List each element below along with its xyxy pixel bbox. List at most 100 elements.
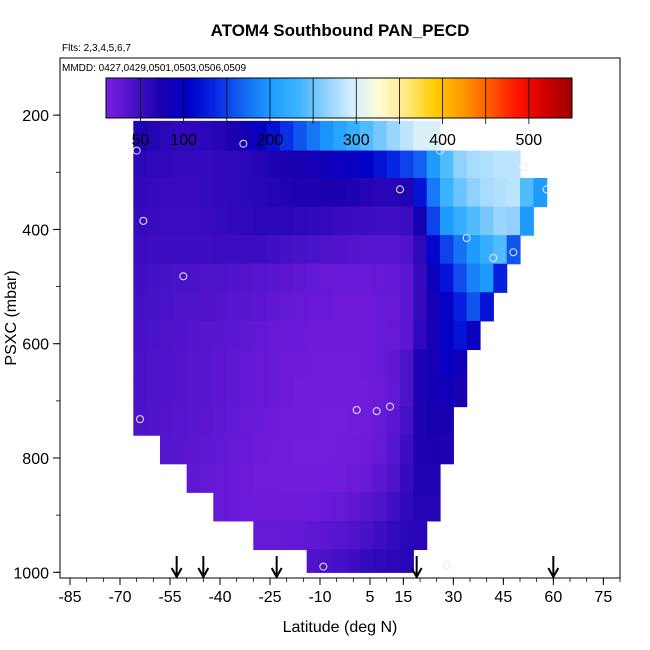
curtain-cell: [320, 492, 334, 522]
colorbar-segment: [486, 78, 490, 118]
curtain-cell: [413, 206, 428, 236]
colorbar-segment: [410, 78, 414, 118]
curtain-cell: [213, 349, 228, 379]
x-tick-label: -70: [108, 589, 131, 606]
colorbar-segment: [253, 78, 257, 118]
curtain-cell: [320, 378, 334, 408]
curtain-cell: [293, 406, 308, 436]
curtain-cell: [173, 435, 188, 465]
colorbar-segment: [251, 78, 255, 118]
curtain-cell: [506, 150, 521, 179]
curtain-cell: [200, 406, 214, 436]
curtain-cell: [400, 120, 414, 152]
curtain-cell: [320, 150, 334, 179]
colorbar-segment: [160, 78, 163, 118]
colorbar-segment: [309, 78, 313, 118]
colorbar-segment: [570, 78, 573, 118]
colorbar-segment: [358, 78, 361, 118]
curtain-cell: [453, 292, 468, 322]
curtain-cell: [160, 435, 174, 465]
curtain-cell: [200, 178, 214, 208]
colorbar-segment: [218, 78, 222, 118]
colorbar-segment: [241, 78, 245, 118]
colorbar-segment: [319, 78, 323, 118]
curtain-cell: [360, 178, 374, 208]
curtain-cell: [306, 206, 321, 236]
sample-point: [542, 185, 551, 194]
curtain-cell: [213, 320, 228, 351]
x-tick-label: 15: [394, 589, 412, 606]
curtain-cell: [360, 435, 374, 465]
curtain-cell: [413, 378, 428, 408]
colorbar-segment: [405, 78, 408, 118]
curtain-cell: [426, 463, 441, 493]
colorbar-segment: [488, 78, 491, 118]
curtain-cell: [146, 292, 161, 322]
colorbar-segment: [438, 78, 441, 118]
curtain-cell: [413, 120, 428, 152]
curtain-cell: [453, 378, 468, 408]
colorbar-segment: [305, 78, 309, 118]
curtain-cell: [133, 178, 148, 208]
colorbar-segment: [208, 78, 212, 118]
curtain-cell: [333, 406, 348, 436]
curtain-cell: [333, 492, 348, 522]
curtain-cell: [240, 206, 254, 236]
curtain-cell: [293, 435, 308, 465]
colorbar-segment: [216, 78, 220, 118]
down-arrow-icon: [410, 556, 423, 580]
colorbar-segment: [459, 78, 462, 118]
colorbar-segment: [531, 78, 534, 118]
curtain-cell: [160, 349, 174, 379]
curtain-cell: [306, 235, 321, 265]
colorbar-segment: [276, 78, 280, 118]
curtain-cell: [186, 263, 201, 293]
curtain-cell: [320, 292, 334, 322]
colorbar-segment: [461, 78, 464, 118]
curtain-cell: [333, 206, 348, 236]
curtain-cell: [386, 320, 401, 351]
colorbar-segment: [292, 78, 295, 118]
colorbar-segment: [403, 78, 406, 118]
colorbar-segment: [263, 78, 266, 118]
curtain-cell: [373, 378, 388, 408]
curtain-cell: [373, 235, 388, 265]
colorbar-segment: [156, 78, 159, 118]
curtain-cell: [373, 463, 388, 493]
curtain-cell: [200, 235, 214, 265]
curtain-cell: [186, 435, 201, 465]
curtain-cell: [373, 178, 388, 208]
colorbar-segment: [335, 78, 338, 118]
curtain-cell: [253, 435, 268, 465]
colorbar-segment: [222, 78, 225, 118]
colorbar-segment: [261, 78, 264, 118]
curtain-cell: [453, 235, 468, 265]
curtain-cell: [400, 492, 414, 522]
x-axis-label: Latitude (deg N): [283, 619, 398, 636]
curtain-cell: [133, 120, 148, 152]
curtain-cell: [133, 320, 148, 351]
colorbar-segment: [185, 78, 189, 118]
colorbar-tick-label: 400: [429, 132, 456, 149]
curtain-cell: [493, 178, 508, 208]
x-tick-label: 5: [366, 589, 375, 606]
curtain-cell: [280, 406, 294, 436]
curtain-cell: [240, 235, 254, 265]
colorbar-segment: [201, 78, 204, 118]
curtain-cell: [320, 435, 334, 465]
curtain-cell: [306, 549, 321, 573]
curtain-cell: [386, 435, 401, 465]
curtain-cell: [386, 263, 401, 293]
curtain-cell: [333, 263, 348, 293]
curtain-cell: [200, 378, 214, 408]
colorbar-segment: [370, 78, 373, 118]
curtain-cell: [520, 178, 534, 208]
curtain-cell: [373, 320, 388, 351]
curtain-cell: [280, 292, 294, 322]
sample-point: [462, 234, 471, 242]
curtain-cell: [346, 120, 361, 152]
curtain-cell: [506, 235, 521, 265]
curtain-cell: [280, 120, 294, 152]
curtain-cell: [400, 349, 414, 379]
curtain-cell: [493, 235, 508, 265]
